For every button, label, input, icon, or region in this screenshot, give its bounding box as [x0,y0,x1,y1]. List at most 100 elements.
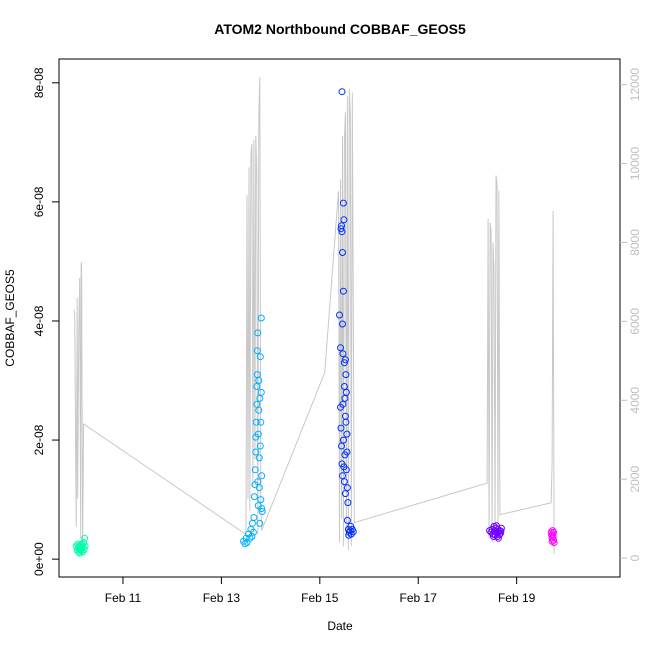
data-point [343,430,351,438]
x-tick-label: Feb 13 [203,591,241,605]
data-point [256,353,264,361]
data-point [250,514,258,521]
y-tick-label: 2e-08 [32,424,46,455]
scatter-points-layer [72,88,558,557]
x-tick-label: Feb 19 [498,591,536,605]
data-point [343,516,351,524]
data-point [343,484,351,492]
data-point [252,418,260,426]
data-point [493,522,500,530]
data-point [344,499,352,507]
y-axis: 0e+00 2e-08 4e-08 6e-08 8e-08 [32,67,59,576]
series-2 [336,88,357,539]
data-point [257,418,265,426]
data-point [341,356,349,364]
data-point [257,388,265,396]
chart-title: ATOM2 Northbound COBBAF_GEOS5 [214,21,466,37]
data-point [340,478,348,486]
x-tick-label: Feb 11 [105,591,142,605]
data-point [339,199,347,207]
series-3 [486,522,505,542]
data-point [340,216,348,224]
y2-tick-label: 4000 [628,387,642,414]
series-0 [72,534,89,557]
y2-axis: 0 2000 4000 6000 8000 10000 12000 [620,68,642,561]
series-4 [547,527,558,546]
data-point [337,424,345,432]
y2-tick-label: 0 [628,554,642,561]
data-point [257,314,265,322]
y-tick-label: 8e-08 [32,67,46,98]
data-point [258,505,266,512]
data-point [80,546,88,554]
data-point [338,228,346,236]
y2-tick-label: 12000 [628,68,642,102]
data-point [81,534,89,542]
data-point [258,508,266,515]
data-point [252,448,260,456]
data-point [76,541,84,549]
data-point [338,88,346,96]
data-point [337,344,344,352]
data-point [497,527,505,535]
data-point [243,539,251,546]
data-point [258,472,266,480]
data-point [253,383,261,390]
data-point [75,543,83,551]
data-point [339,472,346,480]
data-point [339,287,347,295]
data-point [249,528,257,536]
data-point [253,347,261,355]
data-point [248,533,256,540]
data-point [339,400,347,408]
data-point [345,531,353,539]
y-tick-label: 4e-08 [32,305,46,336]
data-point [550,539,558,546]
altitude-series-line [73,76,555,555]
data-point [340,383,348,390]
data-point [253,400,261,408]
data-point [340,359,348,367]
data-point [255,454,263,462]
data-point [256,442,264,450]
data-point [342,371,350,379]
data-point [255,484,263,492]
data-point [490,533,497,540]
x-axis-label: Date [327,619,353,633]
data-point [342,466,350,474]
y-axis-label: COBBAF_GEOS5 [3,269,17,367]
y2-tick-label: 6000 [628,308,642,335]
x-axis: Feb 11 Feb 13 Feb 15 Feb 17 Feb 19 [105,577,536,605]
data-point [341,451,349,459]
data-point [255,377,263,384]
y-tick-label: 0e+00 [32,542,46,576]
data-point [246,534,254,542]
data-point [254,430,262,438]
data-point [337,225,345,233]
data-point [255,406,263,414]
data-point [251,466,259,474]
data-point [250,493,258,501]
y2-tick-label: 2000 [628,465,642,492]
data-point [550,528,558,536]
y-tick-label: 6e-08 [32,186,46,217]
data-point [342,418,350,426]
plot-frame [58,58,621,578]
data-point [254,329,262,337]
data-point [339,436,347,444]
series-1 [240,314,266,548]
data-point [339,249,346,256]
y2-tick-label: 8000 [628,229,642,256]
y2-tick-label: 10000 [628,147,642,181]
data-point [342,388,350,396]
data-point [341,490,349,498]
data-point [257,496,265,504]
data-point [347,522,355,530]
x-tick-label: Feb 15 [301,591,339,605]
altitude-line-layer [73,76,555,555]
data-point [256,519,264,527]
data-point [339,320,346,328]
data-point [248,519,256,527]
x-tick-label: Feb 17 [400,591,438,605]
